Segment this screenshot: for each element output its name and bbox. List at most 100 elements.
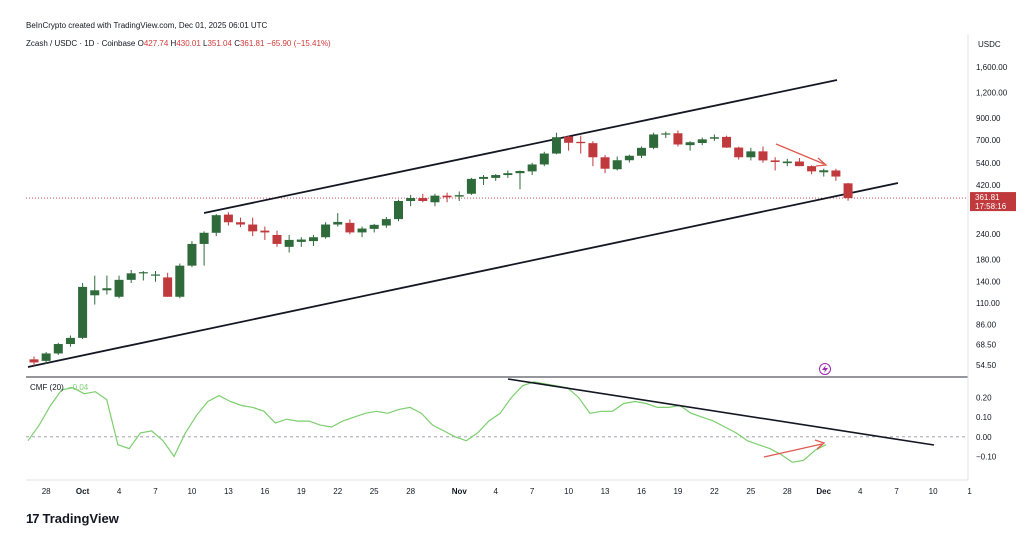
candle-down [758, 151, 768, 161]
candle-down [794, 161, 804, 167]
symbol-name: Zcash / USDC · 1D · Coinbase [26, 39, 136, 48]
time-tick-label: 22 [710, 487, 719, 496]
candle-down [564, 136, 574, 143]
tradingview-logo[interactable]: 17 TradingView [26, 511, 119, 526]
candle-up [296, 239, 306, 242]
price-tick-label: 700.00 [976, 136, 1001, 145]
candle-down [248, 224, 258, 232]
time-tick-label: 4 [117, 487, 122, 496]
price-tick-label: 420.00 [976, 181, 1001, 190]
time-tick-label: 1 [967, 487, 972, 496]
candle-up [491, 175, 501, 178]
time-tick-label: 22 [333, 487, 342, 496]
candle-up [284, 239, 294, 247]
last-price-tag [970, 192, 1016, 212]
candle-up [430, 195, 440, 203]
chart-attribution: BeInCrypto created with TradingView.com,… [26, 21, 268, 30]
cmf-tick-label: 0.00 [976, 433, 992, 442]
tradingview-logo-icon: 17 [26, 511, 40, 526]
candle-up [697, 139, 707, 144]
price-tick-label: 110.00 [976, 299, 1000, 308]
candle-up [138, 272, 148, 274]
currency-label: USDC [978, 40, 1001, 49]
time-tick-label: 19 [673, 487, 682, 496]
candle-up [406, 198, 416, 202]
price-tick-label: 1,200.00 [976, 88, 1008, 97]
candle-up [746, 151, 756, 158]
time-tick-label: 7 [894, 487, 899, 496]
cmf-trend-line [507, 378, 935, 446]
candle-up [151, 274, 160, 276]
candle-down [418, 198, 428, 202]
candle-up [624, 155, 634, 161]
candle-up [369, 224, 379, 229]
time-tick-label: 25 [746, 487, 755, 496]
candle-up [551, 137, 561, 154]
open-value: 427.74 [143, 39, 169, 48]
candle-up [65, 337, 75, 345]
candle-down [734, 147, 744, 158]
candle-up [53, 344, 63, 354]
cmf-tick-label: 0.20 [976, 394, 992, 403]
time-tick-label: 28 [406, 487, 415, 496]
candle-up [78, 286, 88, 338]
candle-up [394, 201, 403, 220]
cmf-tick-label: 0.10 [976, 413, 992, 422]
price-arrow-line [775, 143, 825, 165]
cmf-legend-value: −0.04 [68, 383, 89, 392]
candle-down [442, 195, 452, 198]
candle-up [175, 265, 185, 297]
time-tick-label: 7 [153, 487, 158, 496]
time-tick-label: 13 [224, 487, 233, 496]
last-price-tag-value: 361.81 [975, 193, 1000, 202]
candle-up [661, 133, 671, 135]
candle-up [187, 243, 197, 266]
time-tick-label: 16 [637, 487, 646, 496]
change-value: −65.90 (−15.41%) [266, 39, 331, 48]
price-tick-label: 900.00 [976, 114, 1001, 123]
low-label: L [203, 39, 208, 48]
candle-up [308, 237, 318, 242]
candle-down [843, 183, 853, 199]
candle-up [515, 171, 525, 174]
candle-down [600, 157, 610, 169]
cmf-legend-title: CMF (20) [30, 383, 64, 392]
candle-down [831, 170, 841, 177]
candle-down [223, 214, 233, 223]
low-value: 351.04 [207, 39, 232, 48]
candle-up [612, 160, 622, 170]
cmf-line [27, 381, 827, 463]
cmf-tick-label: −0.10 [976, 452, 997, 461]
candle-down [236, 222, 246, 225]
candle-up [41, 353, 51, 361]
candle-up [126, 273, 136, 280]
time-tick-label: 10 [929, 487, 938, 496]
candle-down [807, 166, 817, 172]
time-tick-label: 7 [530, 487, 535, 496]
lightning-glyph-icon [822, 365, 828, 373]
candle-down [345, 222, 355, 233]
time-tick-label: 28 [783, 487, 792, 496]
time-tick-label: 10 [187, 487, 196, 496]
candle-down [260, 230, 270, 233]
candle-up [114, 279, 124, 297]
candle-up [102, 288, 112, 291]
time-tick-label: 4 [858, 487, 863, 496]
price-tick-label: 140.00 [976, 278, 1001, 287]
lower-channel-line [27, 182, 899, 368]
candle-up [454, 195, 464, 197]
price-tick-label: 540.00 [976, 159, 1001, 168]
candle-up [211, 215, 221, 233]
candle-up [479, 176, 489, 179]
open-label: O [137, 39, 144, 48]
candle-up [381, 219, 391, 226]
candle-up [90, 290, 100, 296]
symbol-legend[interactable]: Zcash / USDC · 1D · Coinbase O427.74 H43… [26, 39, 331, 48]
candle-up [782, 161, 792, 164]
close-label: C [234, 39, 240, 48]
candle-down [722, 136, 732, 148]
candle-up [819, 170, 829, 173]
high-value: 430.01 [176, 39, 201, 48]
